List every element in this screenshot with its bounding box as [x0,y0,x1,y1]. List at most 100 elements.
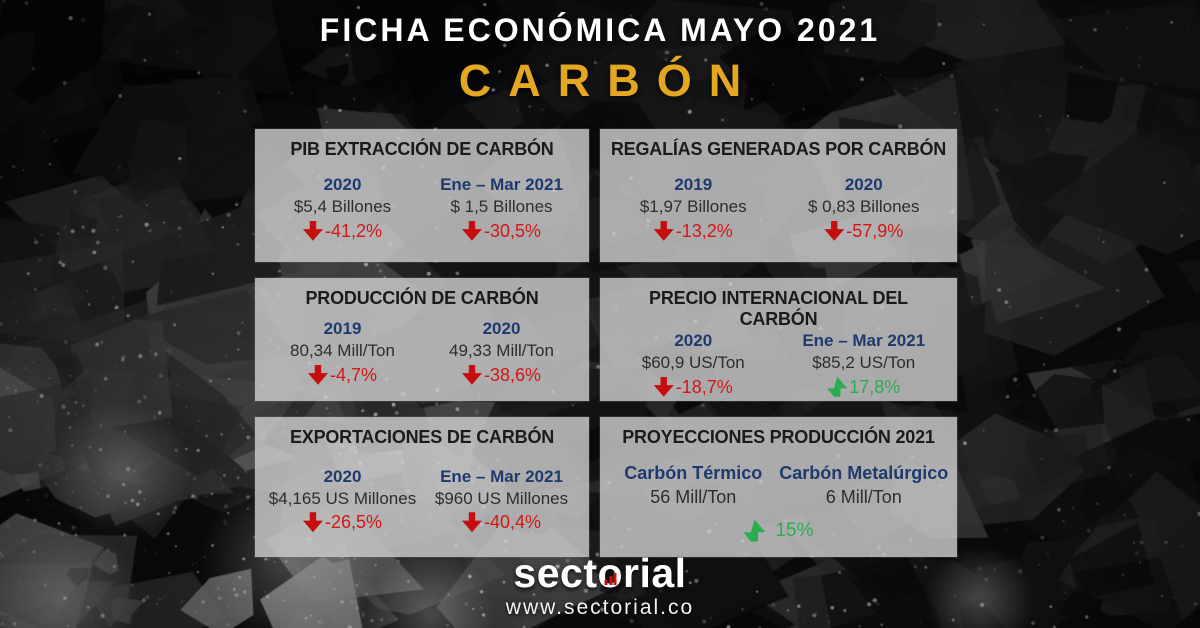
stat-column: 2019 80,34 Mill/Ton -4,7% [263,318,422,386]
trend-indicator: -40,4% [461,511,542,534]
stat-column: 2020 $5,4 Billones -41,2% [263,174,422,242]
down-arrow-icon [653,376,674,397]
stat-period-label: 2019 [323,319,362,338]
trend-indicator: -26,5% [302,511,383,534]
trend-indicator: -13,2% [653,220,733,243]
stat-value: 80,34 Mill/Ton [290,341,395,361]
stat-value: 49,33 Mill/Ton [449,341,554,361]
header: FICHA ECONÓMICA MAYO 2021 CARBÓN [0,12,1200,107]
website-url: www.sectorial.co [505,596,695,619]
down-arrow-icon [461,364,482,385]
card-columns: 2020 $4,165 US Millones -26,5% Ene – Mar… [263,448,581,551]
change-percent: 17,8% [849,376,901,397]
up-arrow-icon [827,376,848,397]
stat-column: Carbón Metalúrgico 6 Mill/Ton [779,462,950,508]
change-percent: -18,7% [675,376,733,397]
stat-column: Carbón Térmico 56 Mill/Ton [608,462,779,508]
change-percent: -26,5% [324,512,383,532]
stat-value: $1,97 Billones [639,197,747,217]
stat-period-label: 2020 [323,466,362,486]
stat-value: $85,2 US/Ton [812,353,916,373]
down-arrow-icon [461,512,482,533]
trend-indicator: -4,7% [307,364,378,387]
card-title: REGALÍAS GENERADAS POR CARBÓN [610,139,947,159]
stat-column: 2020 49,33 Mill/Ton -38,6% [422,318,581,386]
trend-indicator: -38,6% [461,364,542,387]
card-title: EXPORTACIONES DE CARBÓN [289,427,555,447]
card-title: PRODUCCIÓN DE CARBÓN [305,288,539,308]
stat-period-label: Ene – Mar 2021 [440,175,563,194]
stat-value: 6 Mill/Ton [825,486,902,507]
change-percent: -57,9% [846,220,904,241]
card-regalias: REGALÍAS GENERADAS POR CARBÓN 2019 $1,97… [600,129,957,262]
change-percent: -38,6% [483,364,542,385]
down-arrow-icon [307,364,328,385]
card-produccion: PRODUCCIÓN DE CARBÓN 2019 80,34 Mill/Ton… [255,278,589,401]
card-title: PROYECCIONES PRODUCCIÓN 2021 [622,427,935,447]
stat-column: Ene – Mar 2021 $85,2 US/Ton 17,8% [779,330,950,398]
card-columns: 2020 $5,4 Billones -41,2% Ene – Mar 2021… [263,160,581,256]
bar-chart-icon [604,573,617,585]
logo-text-suffix: rial [623,550,687,596]
stats-grid: PIB EXTRACCIÓN DE CARBÓN 2020 $5,4 Billo… [255,129,957,557]
card-proyecciones: PROYECCIONES PRODUCCIÓN 2021 Carbón Térm… [600,417,957,557]
down-arrow-icon [653,220,674,241]
stat-column: Ene – Mar 2021 $960 US Millones -40,4% [422,466,581,534]
card-exportaciones: EXPORTACIONES DE CARBÓN 2020 $4,165 US M… [255,417,589,557]
logo-letter-o: o [597,550,624,596]
stat-period-label: 2019 [674,175,713,194]
trend-indicator: 17,8% [827,376,900,399]
stat-type-label: Carbón Metalúrgico [779,463,949,483]
card-columns: 2019 $1,97 Billones -13,2% 2020 $ 0,83 B… [608,160,949,256]
stat-value: $5,4 Billones [293,197,392,217]
stat-column: Ene – Mar 2021 $ 1,5 Billones -30,5% [422,174,581,242]
stat-type-label: Carbón Térmico [624,463,763,483]
change-percent: -30,5% [483,220,542,241]
stat-period-label: 2020 [482,319,521,338]
stat-period-label: 2020 [323,175,362,194]
stat-column: 2020 $60,9 US/Ton -18,7% [608,330,779,398]
down-arrow-icon [302,220,323,241]
page-subtitle: CARBÓN [458,55,759,106]
card-columns: 2020 $60,9 US/Ton -18,7% Ene – Mar 2021 … [608,330,949,398]
stat-period-label: Ene – Mar 2021 [802,331,926,350]
card-columns: 2019 80,34 Mill/Ton -4,7% 2020 49,33 Mil… [263,309,581,395]
card-footer: 15% [608,508,949,551]
stat-column: 2019 $1,97 Billones -13,2% [608,174,779,242]
stat-value: $960 US Millones [434,488,569,508]
stat-value: $4,165 US Millones [268,488,417,508]
stat-column: 2020 $4,165 US Millones -26,5% [263,466,422,534]
sectorial-logo: secto rial [0,553,1200,594]
down-arrow-icon [461,220,482,241]
card-precio-internacional: PRECIO INTERNACIONAL DEL CARBÓN 2020 $60… [600,278,957,401]
stat-value: $60,9 US/Ton [641,353,745,373]
trend-indicator: -41,2% [302,220,383,243]
change-percent: -4,7% [329,364,378,385]
page-title: FICHA ECONÓMICA MAYO 2021 [319,12,881,48]
stat-value: 56 Mill/Ton [650,486,737,507]
stat-period-label: 2020 [844,175,883,194]
footer: secto rial www.sectorial.co [0,553,1200,620]
trend-indicator: -57,9% [824,220,903,243]
trend-indicator: 15% [743,519,814,542]
change-percent: -41,2% [324,220,383,241]
card-columns: Carbón Térmico 56 Mill/Ton Carbón Metalú… [608,462,949,508]
trend-indicator: -30,5% [461,220,542,243]
stat-column: 2020 $ 0,83 Billones -57,9% [779,174,950,242]
change-percent: 15% [775,519,814,541]
card-title: PRECIO INTERNACIONAL DEL CARBÓN [649,288,908,329]
change-percent: -13,2% [675,220,733,241]
card-title: PIB EXTRACCIÓN DE CARBÓN [290,139,554,159]
down-arrow-icon [302,512,323,533]
stat-period-label: Ene – Mar 2021 [440,466,563,486]
card-pib-extraccion: PIB EXTRACCIÓN DE CARBÓN 2020 $5,4 Billo… [255,129,589,262]
up-arrow-icon [743,519,766,542]
trend-indicator: -18,7% [653,376,733,399]
logo-text-prefix: sect [513,550,598,596]
stat-value: $ 1,5 Billones [450,197,553,217]
logo-o-with-bars: o [597,553,623,594]
stat-value: $ 0,83 Billones [807,197,920,217]
change-percent: -40,4% [483,512,542,532]
down-arrow-icon [824,220,845,241]
